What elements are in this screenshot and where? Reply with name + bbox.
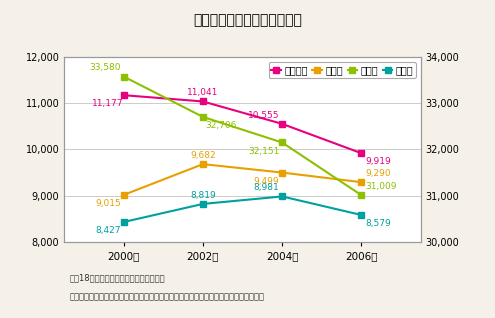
Line: 麻酔科: 麻酔科 bbox=[121, 194, 364, 225]
Text: 平成18年　医師・歯科医師・薬剤師調査: 平成18年 医師・歯科医師・薬剤師調査 bbox=[69, 273, 165, 282]
Text: 8,981: 8,981 bbox=[253, 183, 279, 192]
耳鼻科 bbox=[200, 162, 206, 166]
Text: 8,819: 8,819 bbox=[190, 191, 216, 200]
Text: 32,706: 32,706 bbox=[206, 121, 237, 130]
麻酔科 bbox=[279, 195, 285, 198]
Text: 9,290: 9,290 bbox=[365, 169, 391, 178]
Text: 8,579: 8,579 bbox=[365, 219, 391, 228]
麻酔科 bbox=[200, 202, 206, 206]
Text: 11,177: 11,177 bbox=[92, 99, 124, 108]
Line: 小児科: 小児科 bbox=[121, 74, 364, 198]
Legend: 産婦人科, 耳鼻科, 小児科, 麻酔科: 産婦人科, 耳鼻科, 小児科, 麻酔科 bbox=[269, 62, 416, 78]
Text: 8,427: 8,427 bbox=[96, 226, 121, 235]
耳鼻科 bbox=[358, 180, 364, 184]
小児科 bbox=[121, 75, 127, 79]
小児科 bbox=[279, 141, 285, 144]
産婦人科 bbox=[279, 122, 285, 126]
耳鼻科 bbox=[279, 171, 285, 175]
Text: 9,682: 9,682 bbox=[190, 151, 216, 160]
Text: 第５表　医療施設従事医師・歯科医師数の年次推移、診療科名（複数回答）別より作成: 第５表 医療施設従事医師・歯科医師数の年次推移、診療科名（複数回答）別より作成 bbox=[69, 293, 264, 301]
産婦人科 bbox=[358, 151, 364, 155]
耳鼻科 bbox=[121, 193, 127, 197]
Text: 32,151: 32,151 bbox=[248, 147, 279, 156]
Text: 10,555: 10,555 bbox=[248, 111, 279, 120]
Text: 9,919: 9,919 bbox=[365, 157, 391, 166]
小児科 bbox=[200, 115, 206, 119]
麻酔科 bbox=[121, 220, 127, 224]
Text: 医師数が減少する主な診療科: 医師数が減少する主な診療科 bbox=[193, 13, 302, 27]
産婦人科 bbox=[200, 100, 206, 103]
Line: 耳鼻科: 耳鼻科 bbox=[121, 161, 364, 198]
Text: 9,015: 9,015 bbox=[95, 199, 121, 208]
Line: 産婦人科: 産婦人科 bbox=[121, 93, 364, 156]
Text: 31,009: 31,009 bbox=[365, 182, 397, 191]
小児科 bbox=[358, 193, 364, 197]
産婦人科 bbox=[121, 93, 127, 97]
Text: 11,041: 11,041 bbox=[187, 88, 219, 97]
Text: 9,499: 9,499 bbox=[254, 177, 279, 186]
Text: 33,580: 33,580 bbox=[90, 63, 121, 73]
麻酔科 bbox=[358, 213, 364, 217]
